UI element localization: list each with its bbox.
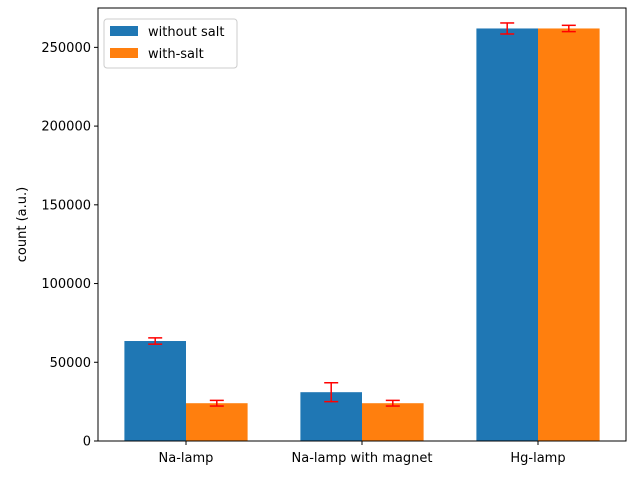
x-tick-label-na-lamp: Na-lamp	[159, 451, 214, 466]
legend-label-with-salt: with-salt	[148, 47, 204, 62]
y-axis: 0 50000 100000 150000 200000 250000	[41, 41, 98, 450]
y-axis-label: count (a.u.)	[15, 187, 30, 262]
y-tick-label: 50000	[50, 356, 91, 371]
error-bar-with-salt-na-lamp	[209, 399, 224, 407]
x-tick-label-hg-lamp: Hg-lamp	[510, 451, 565, 466]
legend-swatch-with-salt	[110, 48, 138, 58]
x-tick-label-na-lamp-with-magnet: Na-lamp with magnet	[292, 451, 433, 466]
bar-with-salt-na-lamp	[186, 403, 248, 441]
legend-swatch-without-salt	[110, 26, 138, 36]
y-tick-label: 0	[83, 435, 91, 450]
y-tick-label: 150000	[41, 198, 91, 213]
error-bar-without-salt-hg-lamp	[500, 22, 515, 35]
error-bars-layer	[148, 22, 576, 407]
y-tick-label: 200000	[41, 120, 91, 135]
error-bar-without-salt-na-lamp	[148, 337, 163, 345]
legend: without salt with-salt	[103, 18, 238, 69]
error-bar-with-salt-na-lamp-with-magnet	[385, 399, 400, 407]
bars-layer	[124, 28, 600, 442]
x-axis: Na-lamp Na-lamp with magnet Hg-lamp	[159, 441, 566, 466]
bar-with-salt-na-lamp-with-magnet	[362, 403, 424, 441]
bar-without-salt-hg-lamp	[476, 28, 538, 442]
error-bar-without-salt-na-lamp-with-magnet	[324, 381, 339, 403]
bar-without-salt-na-lamp	[124, 341, 186, 441]
y-tick-label: 250000	[41, 41, 91, 56]
legend-label-without-salt: without salt	[148, 25, 224, 40]
error-bar-with-salt-hg-lamp	[561, 24, 576, 33]
y-tick-label: 100000	[41, 277, 91, 292]
bar-with-salt-hg-lamp	[538, 28, 600, 442]
